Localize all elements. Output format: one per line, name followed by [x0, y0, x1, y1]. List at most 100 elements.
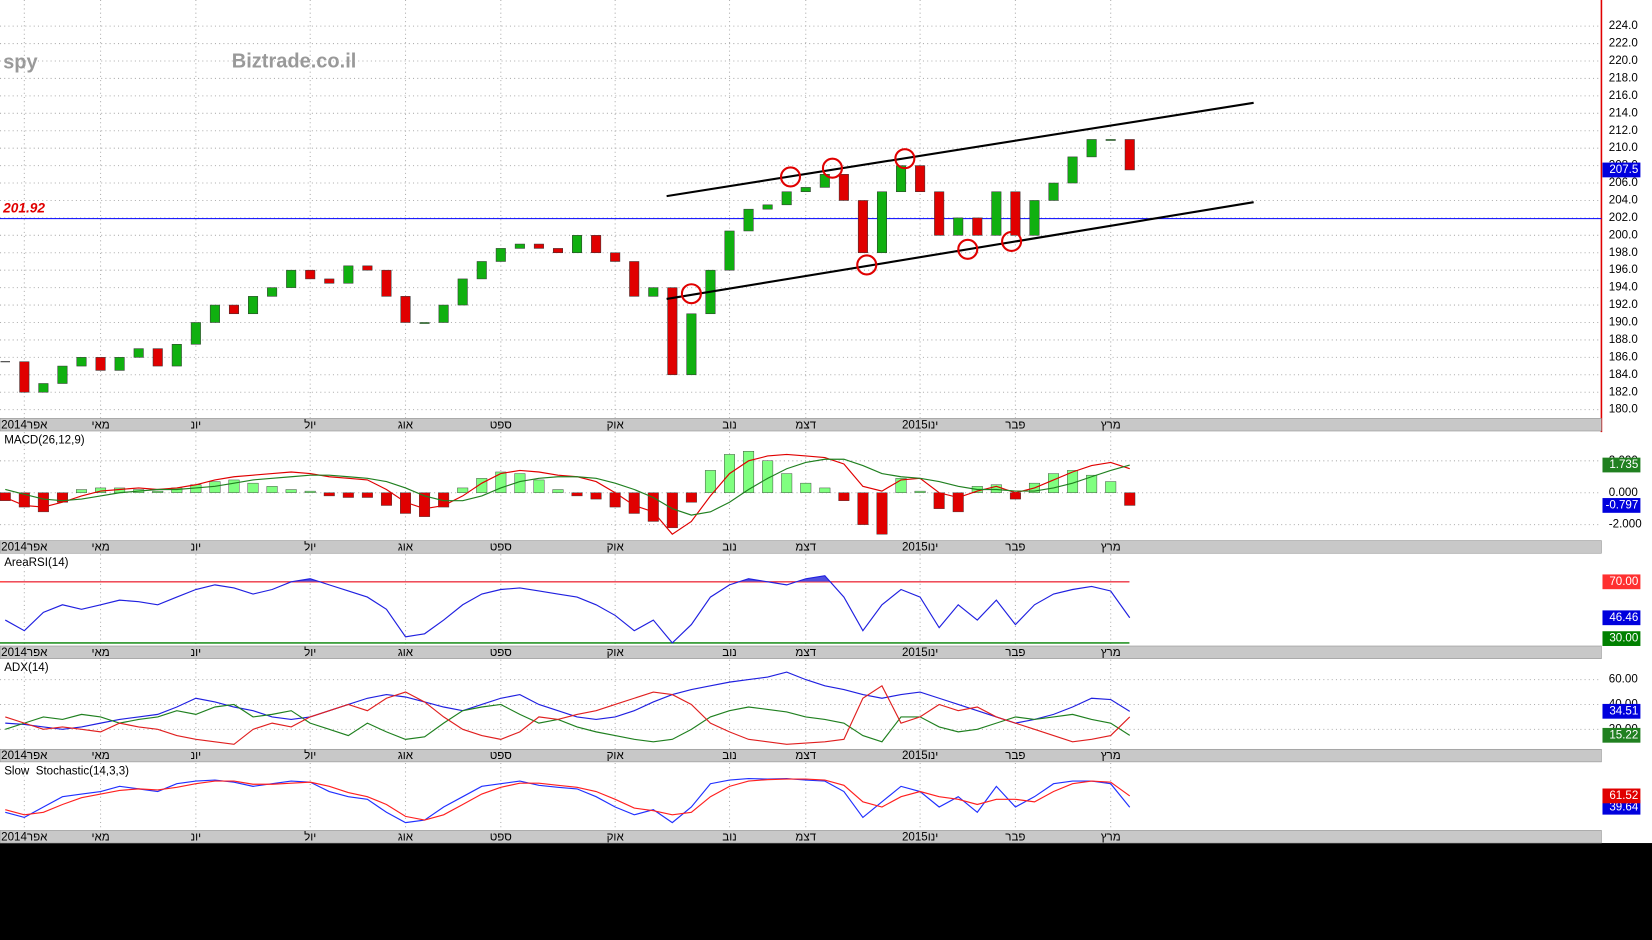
histogram-bar — [857, 492, 869, 525]
y-tick-label: 184.0 — [1609, 369, 1638, 381]
x-tick-label: אוג — [398, 419, 414, 431]
histogram-bar — [1009, 492, 1021, 500]
x-tick-label: אוק — [607, 750, 625, 762]
x-tick-label: מרץ — [1101, 542, 1121, 554]
value-tag: 39.64 — [1609, 801, 1639, 813]
y-tick-label: 202.0 — [1609, 212, 1638, 224]
value-tag-bg — [1602, 703, 1641, 719]
x-tick-label: יול — [304, 418, 316, 431]
y-tick-label: 60.00 — [1609, 674, 1638, 686]
y-tick-label: -2.000 — [1609, 519, 1642, 531]
x-tick-label: דצמ — [795, 750, 816, 762]
y-tick-label: 206.0 — [1609, 177, 1638, 189]
candle — [915, 165, 926, 193]
histogram-bar — [266, 486, 278, 493]
x-tick-label: מרץ — [1101, 831, 1121, 843]
candle — [1067, 156, 1078, 184]
value-tag-bg — [1602, 498, 1641, 513]
y-tick-label: 224.0 — [1609, 20, 1638, 32]
candle — [857, 200, 868, 254]
value-tag: 34.51 — [1609, 705, 1638, 717]
value-tag-bg — [1602, 631, 1641, 646]
candle — [1105, 139, 1116, 141]
candle — [324, 278, 335, 284]
histogram-bar — [304, 490, 316, 493]
x-tick-label: יול — [304, 749, 316, 762]
histogram-bar — [1086, 474, 1098, 493]
histogram-bar — [914, 490, 926, 493]
x-tick-label: אוק — [607, 831, 625, 843]
x-tick-label: 2014אפר — [1, 542, 48, 554]
indicator-line — [5, 684, 1131, 745]
candle — [934, 191, 945, 236]
y-tick-label: 210.0 — [1609, 142, 1638, 154]
channel-line — [666, 101, 1254, 198]
candle — [552, 248, 563, 254]
candle — [838, 174, 849, 201]
candle — [610, 252, 621, 262]
histogram-bar — [76, 489, 87, 493]
histogram-bar — [380, 492, 392, 506]
y-tick-label: 182.0 — [1609, 386, 1638, 398]
candle — [495, 248, 506, 262]
panel-label: Slow Stochastic(14,3,3) — [4, 765, 129, 777]
x-tick-label: מאי — [91, 419, 109, 431]
indicator-line — [5, 778, 1131, 821]
histogram-bar — [152, 490, 164, 493]
histogram-bar — [552, 489, 564, 493]
x-tick-label: יונ — [191, 831, 202, 843]
candle — [248, 296, 259, 315]
histogram-bar — [323, 492, 335, 497]
candle — [953, 217, 964, 236]
candle — [400, 296, 411, 323]
histogram-bar — [781, 473, 793, 493]
x-tick-label: מרץ — [1101, 647, 1121, 659]
candle — [133, 348, 144, 358]
x-tick-label: מאי — [91, 542, 109, 554]
histogram-bar — [18, 492, 30, 508]
y-tick-label: 194.0 — [1609, 282, 1638, 294]
candle — [228, 304, 239, 315]
indicator-line — [5, 777, 1131, 824]
x-tick-label: דצמ — [795, 542, 816, 554]
candle — [724, 230, 735, 271]
histogram-bar — [800, 482, 812, 493]
histogram-bar — [743, 451, 755, 493]
x-axis-strip — [0, 748, 1602, 763]
x-tick-label: מאי — [91, 647, 109, 659]
x-tick-label: אוג — [398, 647, 414, 659]
panel-label: AreaRSI(14) — [4, 557, 68, 569]
x-tick-label: יונ — [191, 419, 202, 431]
candle — [438, 304, 449, 323]
value-tag: 46.46 — [1609, 612, 1638, 624]
y-tick-label: 214.0 — [1609, 107, 1638, 119]
candle — [286, 269, 297, 288]
y-tick-label: 200.0 — [1609, 229, 1638, 241]
candle — [762, 204, 773, 210]
value-tag-bg — [1602, 610, 1641, 626]
indicator-line — [4, 575, 1131, 644]
value-tag: 30.00 — [1609, 633, 1638, 645]
histogram-bar — [342, 492, 354, 498]
candle — [686, 313, 697, 376]
histogram-bar — [685, 492, 697, 503]
y-tick-label: 196.0 — [1609, 264, 1638, 276]
candle — [152, 348, 163, 367]
candle — [57, 365, 68, 384]
x-tick-label: 2014אפר — [1, 419, 48, 431]
x-tick-label: נוב — [722, 419, 736, 431]
histogram-bar — [819, 487, 831, 493]
candle — [991, 191, 1002, 236]
histogram-bar — [895, 478, 907, 493]
histogram-bar — [952, 492, 964, 513]
histogram-bar — [762, 460, 774, 493]
candle — [591, 235, 602, 254]
histogram-bar — [571, 492, 583, 497]
x-tick-label: נוב — [722, 831, 736, 843]
x-tick-label: ספט — [490, 750, 512, 762]
candle — [876, 191, 887, 254]
x-tick-label: יול — [304, 830, 316, 843]
candle — [533, 243, 544, 249]
x-tick-label: 2015ינו — [902, 419, 938, 431]
x-tick-label: פבר — [1005, 750, 1025, 762]
